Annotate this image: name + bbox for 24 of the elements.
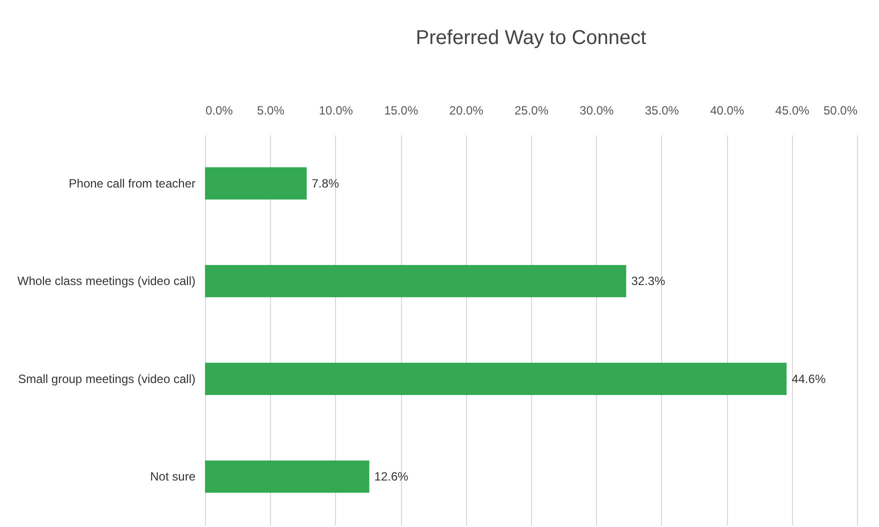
x-tick-label: 35.0% (644, 104, 680, 118)
x-tick-label: 50.0% (823, 104, 858, 118)
data-label: 44.6% (792, 372, 826, 386)
bar (205, 167, 307, 200)
data-label: 32.3% (631, 274, 666, 288)
x-tick-label: 15.0% (384, 104, 418, 118)
y-tick-label: Phone call from teacher (68, 176, 196, 190)
x-tick-label: 40.0% (710, 104, 744, 118)
y-tick-label: Whole class meetings (video call) (17, 274, 196, 288)
chart-title: Preferred Way to Connect (416, 27, 647, 49)
y-tick-label: Small group meetings (video call) (18, 372, 196, 386)
bar (205, 362, 787, 395)
x-tick-label: 20.0% (449, 104, 484, 118)
data-label: 7.8% (312, 176, 340, 190)
bar (205, 460, 370, 493)
x-tick-label: 25.0% (514, 104, 549, 118)
x-tick-label: 30.0% (580, 104, 614, 118)
x-tick-label: 5.0% (257, 104, 285, 118)
data-label: 12.6% (374, 470, 409, 484)
y-tick-label: Not sure (150, 470, 196, 484)
x-tick-label: 10.0% (318, 104, 354, 118)
x-tick-label: 0.0% (206, 104, 234, 118)
bar (205, 265, 626, 298)
x-tick-label: 45.0% (775, 104, 810, 118)
